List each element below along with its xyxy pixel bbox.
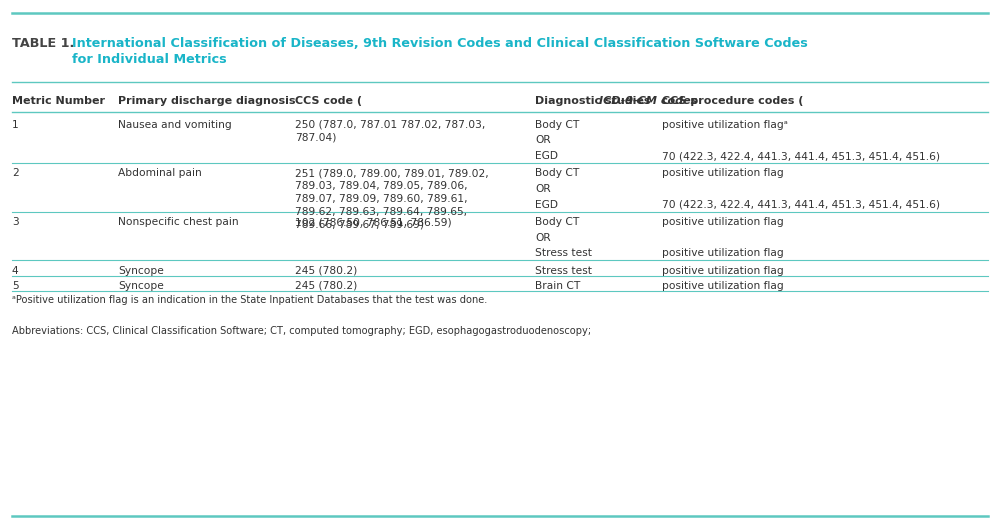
Text: positive utilization flagᵃ: positive utilization flagᵃ	[662, 120, 788, 130]
Text: Primary discharge diagnosis: Primary discharge diagnosis	[118, 96, 296, 106]
Text: EGD: EGD	[535, 151, 558, 161]
Text: EGD: EGD	[535, 200, 558, 210]
Text: 245 (780.2): 245 (780.2)	[295, 281, 357, 291]
Text: OR: OR	[535, 233, 551, 243]
Text: 70 (422.3, 422.4, 441.3, 441.4, 451.3, 451.4, 451.6): 70 (422.3, 422.4, 441.3, 441.4, 451.3, 4…	[662, 151, 940, 161]
Text: Diagnostic studies: Diagnostic studies	[535, 96, 650, 106]
Text: CCS code (: CCS code (	[295, 96, 362, 106]
Text: Nonspecific chest pain: Nonspecific chest pain	[118, 217, 239, 227]
Text: CCS procedure codes (: CCS procedure codes (	[662, 96, 803, 106]
Text: positive utilization flag: positive utilization flag	[662, 168, 784, 178]
Text: positive utilization flag: positive utilization flag	[662, 217, 784, 227]
Text: Abdominal pain: Abdominal pain	[118, 168, 202, 178]
Text: 1: 1	[12, 120, 19, 130]
Text: 245 (780.2): 245 (780.2)	[295, 266, 357, 276]
Text: TABLE 1.: TABLE 1.	[12, 37, 74, 50]
Text: Syncope: Syncope	[118, 266, 164, 276]
Text: positive utilization flag: positive utilization flag	[662, 266, 784, 276]
Text: 251 (789.0, 789.00, 789.01, 789.02,
789.03, 789.04, 789.05, 789.06,
789.07, 789.: 251 (789.0, 789.00, 789.01, 789.02, 789.…	[295, 168, 489, 230]
Text: Body CT: Body CT	[535, 168, 579, 178]
Text: Body CT: Body CT	[535, 120, 579, 130]
Text: 4: 4	[12, 266, 19, 276]
Text: 5: 5	[12, 281, 19, 291]
Text: Nausea and vomiting: Nausea and vomiting	[118, 120, 232, 130]
Text: OR: OR	[535, 136, 551, 146]
Text: Abbreviations: CCS, Clinical Classification Software; CT, computed tomography; E: Abbreviations: CCS, Clinical Classificat…	[12, 326, 594, 336]
Text: Stress test: Stress test	[535, 266, 592, 276]
Text: International Classification of Diseases, 9th Revision Codes and Clinical Classi: International Classification of Diseases…	[72, 37, 808, 66]
Text: ᵃPositive utilization flag is an indication in the State Inpatient Databases tha: ᵃPositive utilization flag is an indicat…	[12, 295, 487, 305]
Text: Body CT: Body CT	[535, 217, 579, 227]
Text: 70 (422.3, 422.4, 441.3, 441.4, 451.3, 451.4, 451.6): 70 (422.3, 422.4, 441.3, 441.4, 451.3, 4…	[662, 200, 940, 210]
Text: 250 (787.0, 787.01 787.02, 787.03,
787.04): 250 (787.0, 787.01 787.02, 787.03, 787.0…	[295, 120, 485, 143]
Text: Metric Number: Metric Number	[12, 96, 105, 106]
Text: positive utilization flag: positive utilization flag	[662, 281, 784, 291]
Text: ICD-9-CM codes: ICD-9-CM codes	[599, 96, 697, 106]
Text: 3: 3	[12, 217, 19, 227]
Text: Stress test: Stress test	[535, 248, 592, 258]
Text: 2: 2	[12, 168, 19, 178]
Text: OR: OR	[535, 184, 551, 194]
Text: Syncope: Syncope	[118, 281, 164, 291]
Text: Brain CT: Brain CT	[535, 281, 580, 291]
Text: positive utilization flag: positive utilization flag	[662, 248, 784, 258]
Text: 102 (786.50, 786.51, 786.59): 102 (786.50, 786.51, 786.59)	[295, 217, 452, 227]
